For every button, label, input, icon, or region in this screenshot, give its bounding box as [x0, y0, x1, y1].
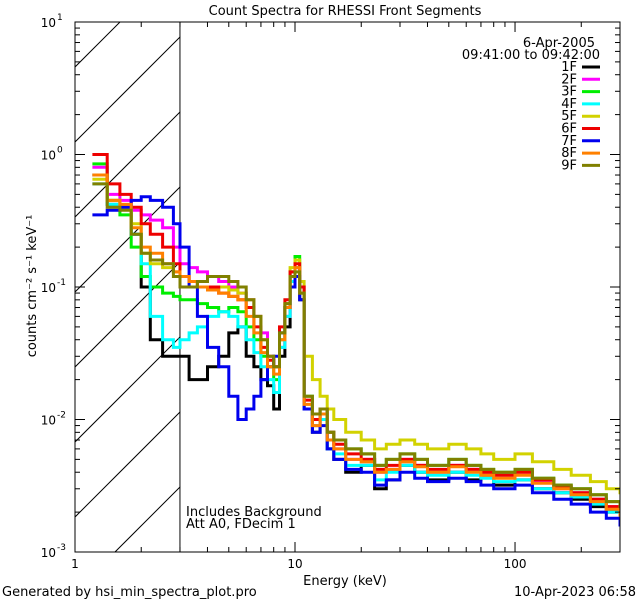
- annotation-attenuator: Att A0, FDecim 1: [186, 517, 296, 532]
- legend-entry-7f: 7F: [561, 134, 600, 149]
- y-tick-base: 10: [41, 414, 56, 428]
- series-group: [92, 153, 620, 527]
- chart-title: Count Spectra for RHESSI Front Segments: [209, 4, 482, 19]
- legend-entry-4f: 4F: [561, 97, 600, 112]
- hatch-line: [75, 22, 196, 143]
- date-label: 6-Apr-2005: [523, 36, 595, 51]
- y-tick-label: 10 -1: [41, 278, 66, 295]
- legend-label: 9F: [561, 158, 577, 173]
- generated-by-label: Generated by hsi_min_spectra_plot.pro: [2, 585, 257, 600]
- timestamp-label: 10-Apr-2023 06:58: [514, 585, 636, 600]
- y-tick-base: 10: [41, 149, 56, 163]
- y-tick-label: 10 0: [41, 146, 63, 163]
- x-axis-label: Energy (keV): [303, 574, 387, 589]
- y-tick-base: 10: [41, 16, 56, 30]
- time-range-label: 09:41:00 to 09:42:00: [462, 48, 600, 63]
- y-tick-exponent: 1: [57, 13, 63, 23]
- legend-label: 6F: [561, 122, 577, 137]
- legend-entry-6f: 6F: [561, 122, 600, 137]
- y-tick-label: 10 -2: [41, 411, 66, 428]
- legend-entry-5f: 5F: [561, 109, 600, 124]
- legend-entry-8f: 8F: [561, 146, 600, 161]
- legend-entry-9f: 9F: [561, 158, 600, 173]
- legend-label: 8F: [561, 146, 577, 161]
- legend-entry-1f: 1F: [561, 60, 600, 75]
- legend-label: 2F: [561, 72, 577, 87]
- legend-label: 1F: [561, 60, 577, 75]
- y-axis-label: counts cm⁻² s⁻¹ keV⁻¹: [25, 215, 40, 358]
- y-tick-exponent: -3: [57, 543, 66, 553]
- x-tick-label: 1: [71, 557, 79, 571]
- series-line-9f: [92, 182, 620, 509]
- y-tick-exponent: -2: [57, 411, 66, 421]
- legend-label: 4F: [561, 97, 577, 112]
- y-tick-base: 10: [41, 546, 56, 560]
- y-tick-exponent: -1: [57, 278, 66, 288]
- x-tick-label: 100: [504, 557, 527, 571]
- legend-entry-3f: 3F: [561, 85, 600, 100]
- x-tick-label: 10: [287, 557, 302, 571]
- y-tick-label: 10 1: [41, 13, 63, 30]
- legend-label: 3F: [561, 85, 577, 100]
- legend-label: 7F: [561, 134, 577, 149]
- y-tick-base: 10: [41, 281, 56, 295]
- hatched-region: [75, 22, 620, 552]
- annotation-background: Includes Background: [186, 505, 322, 520]
- y-tick-label: 10 -3: [41, 543, 66, 560]
- y-tick-exponent: 0: [57, 146, 63, 156]
- legend-label: 5F: [561, 109, 577, 124]
- legend-entry-2f: 2F: [561, 72, 600, 87]
